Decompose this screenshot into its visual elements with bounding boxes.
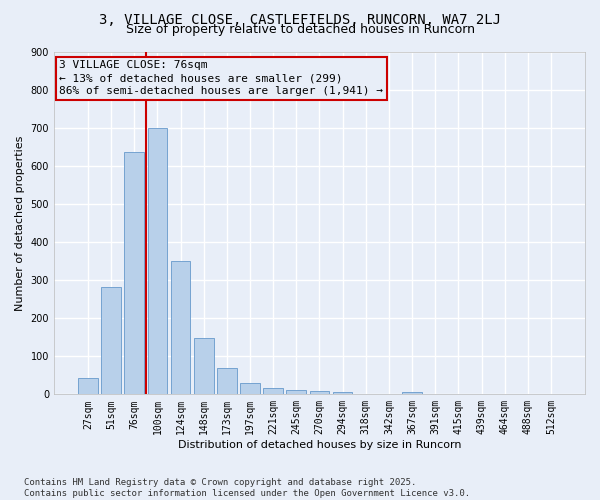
Bar bbox=[124, 152, 144, 394]
Bar bbox=[286, 390, 306, 394]
Bar bbox=[170, 261, 190, 394]
Text: Contains HM Land Registry data © Crown copyright and database right 2025.
Contai: Contains HM Land Registry data © Crown c… bbox=[24, 478, 470, 498]
X-axis label: Distribution of detached houses by size in Runcorn: Distribution of detached houses by size … bbox=[178, 440, 461, 450]
Text: Size of property relative to detached houses in Runcorn: Size of property relative to detached ho… bbox=[125, 22, 475, 36]
Bar bbox=[101, 286, 121, 395]
Text: 3, VILLAGE CLOSE, CASTLEFIELDS, RUNCORN, WA7 2LJ: 3, VILLAGE CLOSE, CASTLEFIELDS, RUNCORN,… bbox=[99, 12, 501, 26]
Bar bbox=[310, 390, 329, 394]
Bar bbox=[263, 388, 283, 394]
Y-axis label: Number of detached properties: Number of detached properties bbox=[15, 135, 25, 310]
Bar bbox=[78, 378, 98, 394]
Bar bbox=[148, 128, 167, 394]
Text: 3 VILLAGE CLOSE: 76sqm
← 13% of detached houses are smaller (299)
86% of semi-de: 3 VILLAGE CLOSE: 76sqm ← 13% of detached… bbox=[59, 60, 383, 96]
Bar bbox=[240, 383, 260, 394]
Bar bbox=[402, 392, 422, 394]
Bar bbox=[333, 392, 352, 394]
Bar bbox=[217, 368, 236, 394]
Bar bbox=[194, 338, 214, 394]
